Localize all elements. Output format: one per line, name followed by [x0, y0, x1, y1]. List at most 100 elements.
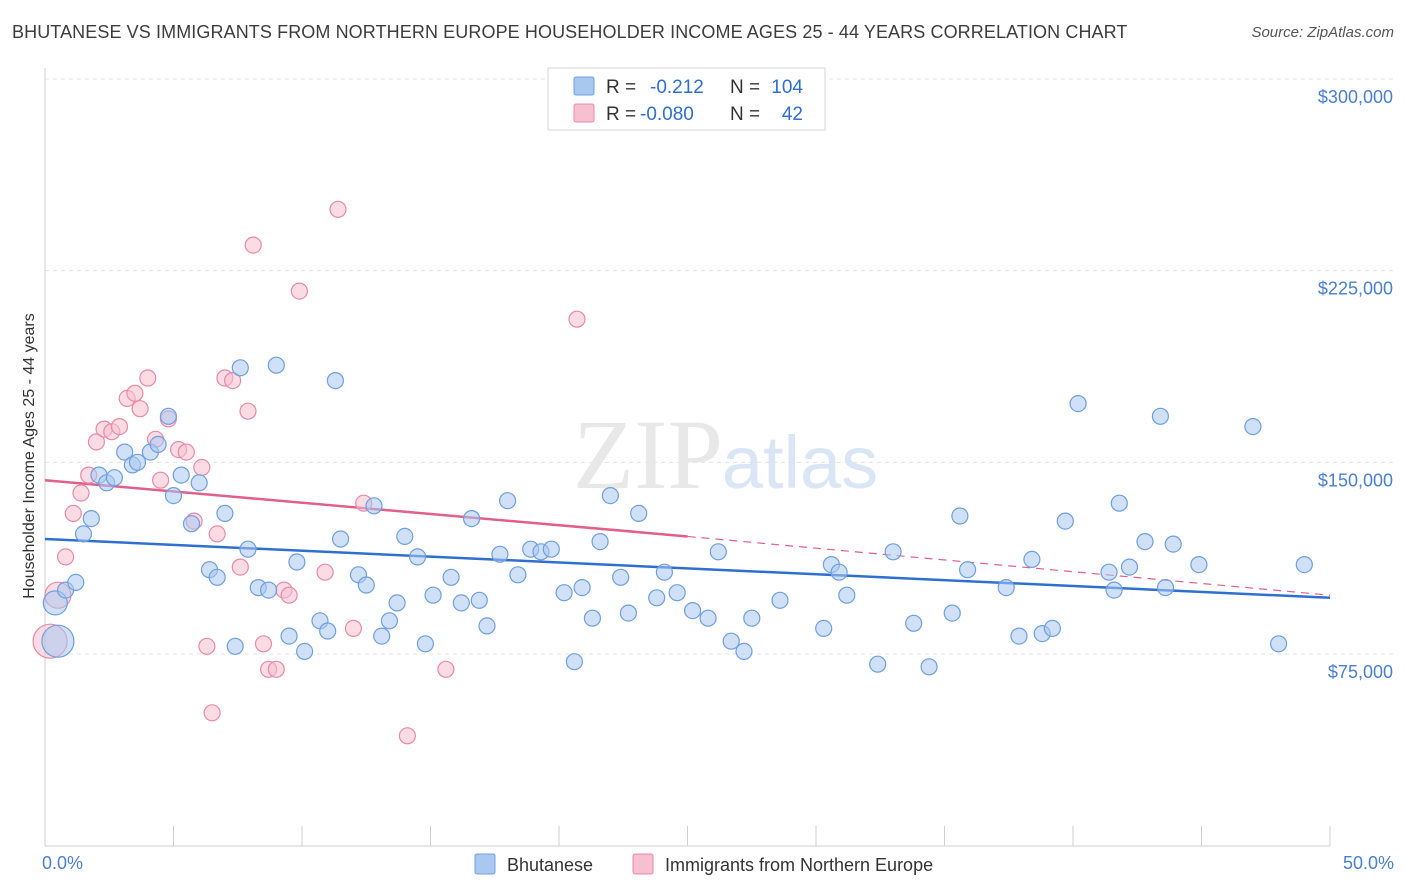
- watermark: ZIP atlas: [573, 399, 878, 510]
- point-bhutanese: [74, 525, 93, 543]
- point-bhutanese: [815, 619, 833, 638]
- point-northern-europe: [267, 660, 285, 678]
- y-axis-label: Householder Income Ages 25 - 44 years: [21, 313, 38, 599]
- series-legend-swatch-bhutanese: [474, 853, 496, 875]
- point-northern-europe: [208, 525, 226, 543]
- point-bhutanese: [296, 642, 314, 661]
- point-bhutanese: [1295, 555, 1313, 574]
- point-bhutanese: [463, 509, 481, 528]
- y-tick-label: $300,000: [1318, 87, 1393, 107]
- series-legend-label-northern-europe: Immigrants from Northern Europe: [665, 855, 933, 875]
- point-bhutanese: [905, 614, 923, 632]
- x-tick-label: 0.0%: [42, 853, 83, 873]
- point-bhutanese: [743, 609, 761, 627]
- point-bhutanese: [591, 532, 609, 551]
- point-northern-europe: [131, 400, 149, 418]
- point-northern-europe: [177, 443, 195, 461]
- y-tick-label: $75,000: [1328, 662, 1393, 682]
- series-legend: Bhutanese Immigrants from Northern Europ…: [474, 853, 933, 875]
- point-bhutanese: [1120, 558, 1139, 576]
- point-bhutanese: [182, 515, 201, 533]
- x-tick-label: 50.0%: [1343, 853, 1394, 873]
- point-bhutanese: [319, 622, 337, 640]
- point-northern-europe: [239, 402, 257, 420]
- point-northern-europe: [316, 563, 334, 581]
- point-bhutanese: [869, 655, 887, 673]
- point-bhutanese: [601, 487, 620, 505]
- y-tick-labels: $75,000 $150,000 $225,000 $300,000: [1318, 87, 1393, 682]
- point-bhutanese: [424, 586, 442, 604]
- point-bhutanese: [280, 627, 298, 645]
- point-northern-europe: [56, 548, 75, 566]
- point-bhutanese: [509, 566, 527, 584]
- point-bhutanese: [239, 540, 257, 558]
- point-bhutanese: [619, 604, 638, 622]
- point-bhutanese: [226, 637, 244, 655]
- point-bhutanese: [830, 563, 848, 581]
- point-northern-europe: [254, 635, 273, 653]
- point-bhutanese: [164, 487, 183, 505]
- point-bhutanese: [216, 504, 234, 523]
- axes: [44, 68, 1331, 847]
- point-bhutanese: [1156, 578, 1175, 597]
- point-bhutanese: [491, 545, 509, 563]
- point-northern-europe: [568, 310, 586, 328]
- point-bhutanese: [573, 578, 591, 597]
- point-bhutanese: [149, 435, 167, 453]
- point-bhutanese: [668, 584, 686, 602]
- point-bhutanese: [416, 635, 434, 653]
- point-bhutanese: [260, 581, 278, 599]
- correlation-legend: R = -0.212 N = 104 R = -0.080 N = 42: [547, 67, 826, 131]
- point-bhutanese: [1105, 581, 1123, 599]
- trendline-northern-europe-extension: [687, 535, 1331, 596]
- point-bhutanese: [1164, 535, 1182, 553]
- point-northern-europe: [231, 558, 249, 576]
- legend-n-value-1: 104: [771, 77, 803, 98]
- point-northern-europe: [398, 727, 416, 745]
- point-northern-europe: [437, 660, 455, 678]
- point-bhutanese: [1190, 555, 1208, 574]
- point-bhutanese: [442, 568, 460, 586]
- point-northern-europe: [244, 236, 262, 254]
- point-northern-europe: [87, 433, 106, 451]
- data-points: [32, 200, 1313, 745]
- point-bhutanese: [357, 576, 375, 594]
- point-bhutanese: [41, 624, 75, 658]
- legend-r-value-1: -0.212: [650, 77, 704, 98]
- y-tick-label: $150,000: [1318, 470, 1393, 490]
- point-northern-europe: [203, 704, 221, 722]
- point-northern-europe: [329, 200, 347, 218]
- x-tick-labels: 0.0% 50.0%: [42, 853, 1394, 873]
- point-bhutanese: [172, 466, 190, 484]
- point-bhutanese: [159, 407, 177, 425]
- point-bhutanese: [332, 530, 350, 548]
- legend-n-value-2: 42: [782, 104, 803, 125]
- point-bhutanese: [499, 492, 517, 510]
- point-bhutanese: [722, 632, 740, 650]
- point-bhutanese: [208, 568, 226, 586]
- point-bhutanese: [683, 601, 702, 620]
- point-bhutanese: [478, 617, 496, 635]
- point-bhutanese: [1244, 418, 1262, 436]
- point-bhutanese: [943, 604, 961, 622]
- point-bhutanese: [951, 507, 969, 525]
- point-bhutanese: [388, 594, 406, 612]
- point-bhutanese: [67, 573, 85, 592]
- watermark-atlas: atlas: [722, 421, 878, 504]
- source-credit: Source: ZipAtlas.com: [1251, 24, 1394, 41]
- point-bhutanese: [190, 474, 208, 492]
- point-bhutanese: [709, 543, 727, 561]
- point-bhutanese: [82, 509, 100, 528]
- point-bhutanese: [365, 497, 383, 515]
- legend-swatch-blue: [573, 76, 595, 96]
- point-bhutanese: [997, 578, 1015, 597]
- point-northern-europe: [344, 619, 362, 638]
- point-northern-europe: [72, 484, 90, 502]
- point-bhutanese: [699, 609, 717, 627]
- point-northern-europe: [193, 458, 211, 476]
- point-northern-europe: [126, 384, 144, 402]
- point-bhutanese: [542, 540, 560, 558]
- point-northern-europe: [280, 586, 298, 604]
- point-bhutanese: [470, 591, 488, 609]
